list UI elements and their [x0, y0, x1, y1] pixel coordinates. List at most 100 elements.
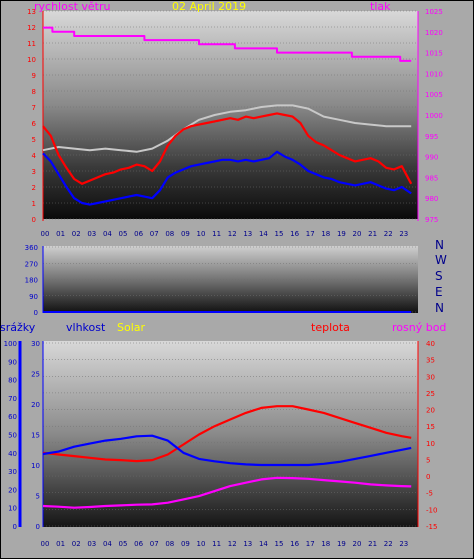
humidity-y-tick-label: 10 [31, 462, 40, 470]
temperature-x-tick-label: 09 [181, 540, 190, 548]
rain-y-tick-label: 70 [8, 395, 17, 403]
humidity-line [42, 434, 412, 467]
temperature-x-tick-label: 17 [306, 540, 315, 548]
wind-y-tick-label: 10 [27, 56, 36, 64]
temperature-x-tick-label: 13 [243, 540, 252, 548]
temperature-x-tick-label: 19 [337, 540, 346, 548]
pressure-y-tick-label: 1020 [425, 29, 443, 37]
humidity-y-tick-label: 20 [31, 401, 40, 409]
wind-x-tick-label: 11 [212, 230, 221, 238]
wind-x-tick-label: 19 [337, 230, 346, 238]
pressure-y-tick-label: 985 [425, 174, 438, 182]
wind-y-tick-label: 13 [27, 8, 36, 16]
compass-label-s: S [435, 269, 443, 283]
wind-x-tick-label: 13 [243, 230, 252, 238]
humidity-y-tick-label: 15 [31, 432, 40, 440]
pressure-y-tick-label: 980 [425, 195, 438, 203]
wind-x-tick-label: 18 [321, 230, 330, 238]
temperature-y-tick-label: -5 [426, 490, 433, 498]
wind-x-tick-label: 05 [119, 230, 128, 238]
rain-y-tick-label: 30 [8, 468, 17, 476]
wind-x-tick-label: 03 [87, 230, 96, 238]
gust-trend-line [42, 104, 412, 153]
temperature-x-tick-label: 03 [87, 540, 96, 548]
wind-x-tick-label: 22 [384, 230, 393, 238]
temperature-x-tick-label: 02 [72, 540, 81, 548]
wind-y-tick-label: 2 [32, 184, 36, 192]
temperature-x-tick-label: 20 [353, 540, 362, 548]
temperature-x-tick-label: 10 [197, 540, 206, 548]
wind-x-tick-label: 08 [165, 230, 174, 238]
humidity-y-tick-label: 25 [31, 371, 40, 379]
temperature-x-tick-label: 21 [368, 540, 377, 548]
wind-y-tick-label: 1 [32, 200, 36, 208]
temperature-x-tick-label: 06 [134, 540, 143, 548]
wind-y-tick-label: 6 [32, 120, 37, 128]
rain-y-tick-label: 100 [4, 340, 17, 348]
temperature-x-tick-label: 22 [384, 540, 393, 548]
wind-speed-line [42, 150, 412, 206]
wind-x-tick-label: 14 [259, 230, 268, 238]
pressure-y-tick-label: 1010 [425, 70, 443, 78]
wind-y-tick-label: 8 [32, 88, 36, 96]
rain-y-tick-label: 10 [8, 505, 17, 513]
pressure-y-tick-label: 995 [425, 133, 438, 141]
wind-tick-labels: 0123456789101112139759809859909951000100… [27, 8, 443, 238]
wind-x-tick-label: 00 [41, 230, 50, 238]
wind-y-tick-label: 3 [32, 168, 36, 176]
rain-y-tick-label: 20 [8, 486, 17, 494]
temperature-x-tick-label: 23 [399, 540, 408, 548]
wind-x-tick-label: 23 [399, 230, 408, 238]
temperature-x-tick-label: 18 [321, 540, 330, 548]
temperature-series [42, 405, 412, 509]
pressure-y-tick-label: 975 [425, 216, 438, 224]
temperature-y-tick-label: 5 [426, 456, 430, 464]
wind-x-tick-label: 20 [353, 230, 362, 238]
compass-label-e: E [435, 285, 443, 299]
dewpoint-line [42, 476, 412, 509]
compass-label-n-bottom: N [435, 301, 444, 315]
wind-x-tick-label: 07 [150, 230, 159, 238]
temperature-y-tick-label: 30 [426, 373, 435, 381]
temperature-x-tick-label: 05 [119, 540, 128, 548]
direction-y-tick-label: 180 [25, 277, 38, 285]
temperature-x-tick-label: 15 [275, 540, 284, 548]
humidity-y-tick-label: 5 [36, 493, 40, 501]
direction-y-tick-label: 270 [25, 260, 38, 268]
direction-tick-labels: 360 270 180 90 0 [25, 244, 38, 317]
wind-x-tick-label: 10 [197, 230, 206, 238]
humidity-y-tick-label: 30 [31, 340, 40, 348]
rain-title: srážky [0, 321, 36, 334]
wind-x-tick-label: 17 [306, 230, 315, 238]
wind-x-tick-label: 01 [56, 230, 65, 238]
dewpoint-title: rosný bod [392, 321, 447, 334]
temperature-x-tick-label: 08 [165, 540, 174, 548]
direction-y-tick-label: 0 [34, 309, 38, 317]
pressure-y-tick-label: 1005 [425, 91, 443, 99]
temperature-y-tick-label: 20 [426, 407, 435, 415]
humidity-y-tick-label: 0 [36, 523, 40, 531]
temperature-y-tick-label: 10 [426, 440, 435, 448]
temperature-y-tick-label: 0 [426, 473, 430, 481]
wind-x-tick-label: 09 [181, 230, 190, 238]
pressure-y-tick-label: 1000 [425, 112, 443, 120]
temperature-y-tick-label: 40 [426, 340, 435, 348]
wind-y-tick-label: 5 [32, 136, 36, 144]
solar-title: Solar [117, 321, 146, 334]
rain-y-tick-label: 50 [8, 432, 17, 440]
pressure-title: tlak [370, 0, 391, 13]
humidity-title: vlhkost [66, 321, 106, 334]
temperature-title: teplota [311, 321, 350, 334]
wind-y-tick-label: 12 [27, 24, 36, 32]
direction-y-tick-label: 90 [29, 293, 38, 301]
wind-y-tick-label: 0 [32, 216, 36, 224]
pressure-line [43, 26, 412, 62]
temperature-plot-area [43, 341, 418, 527]
wind-speed-title: rychlost větru [34, 0, 111, 13]
wind-x-tick-label: 12 [228, 230, 237, 238]
temperature-tick-labels: 0102030405060708090100051015202530-15-10… [4, 340, 438, 548]
pressure-y-tick-label: 1025 [425, 8, 443, 16]
wind-series [42, 26, 413, 206]
temperature-x-tick-label: 04 [103, 540, 112, 548]
